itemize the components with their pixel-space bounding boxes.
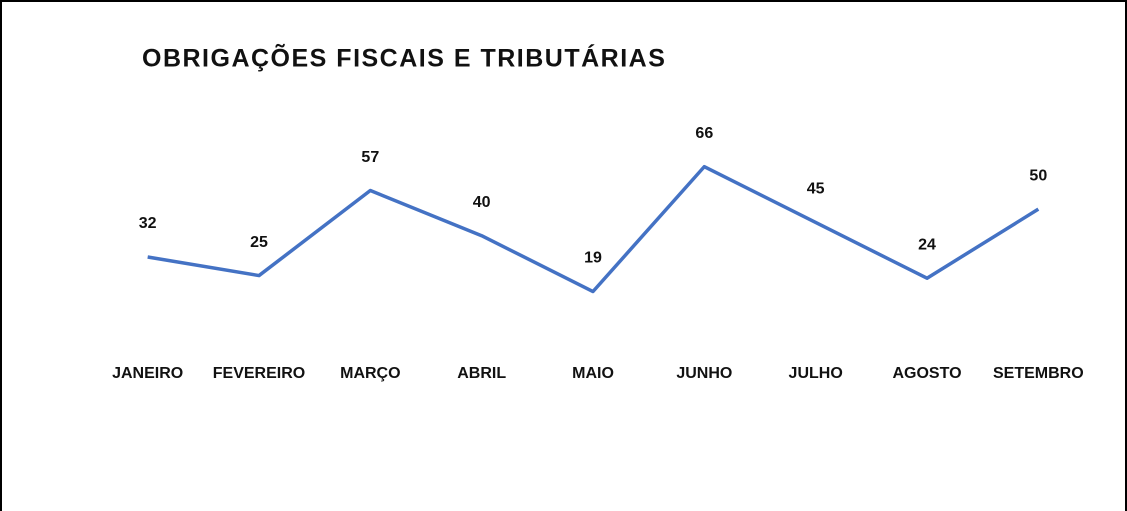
- data-label: 66: [695, 125, 713, 142]
- x-tick-label: FEVEREIRO: [213, 365, 305, 382]
- x-tick-label: JANEIRO: [112, 365, 183, 382]
- x-tick-label: AGOSTO: [892, 365, 961, 382]
- data-label: 19: [584, 250, 602, 267]
- data-label: 50: [1029, 167, 1047, 184]
- x-tick-label: JUNHO: [676, 365, 732, 382]
- x-tick-label: SETEMBRO: [993, 365, 1084, 382]
- line: [147, 164, 1040, 294]
- data-label: 24: [918, 236, 936, 253]
- data-label: 40: [473, 194, 491, 211]
- chart-title: OBRIGAÇÕES FISCAIS E TRIBUTÁRIAS: [142, 43, 666, 73]
- x-tick-label: MARÇO: [340, 365, 400, 382]
- x-tick-label: JULHO: [789, 365, 843, 382]
- data-label: 25: [250, 234, 268, 251]
- data-label: 45: [807, 181, 825, 198]
- x-tick-label: MAIO: [572, 365, 614, 382]
- data-label: 57: [361, 149, 379, 166]
- x-tick-label: ABRIL: [457, 365, 506, 382]
- data-label: 32: [139, 215, 157, 232]
